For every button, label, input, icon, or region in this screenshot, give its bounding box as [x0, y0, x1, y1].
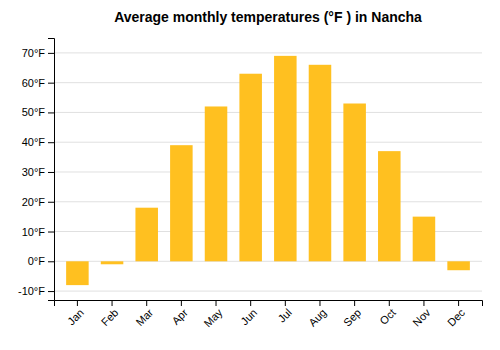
- y-tick: 30°F: [22, 166, 54, 178]
- title: Average monthly temperatures (°F ) in Na…: [114, 9, 422, 25]
- x-tick: Jul: [275, 300, 293, 325]
- x-tick: Feb: [99, 300, 121, 328]
- grid-line: [54, 291, 482, 292]
- grid-line: [54, 52, 482, 53]
- x-tick-label: Jun: [238, 306, 259, 327]
- x-axis: Jan Feb Mar Apr May Jun Jul Aug Sep Oct Nov Dec: [55, 300, 483, 329]
- x-tick: Aug: [306, 300, 328, 329]
- y-tick: 40°F: [22, 136, 54, 148]
- grid-line: [54, 201, 482, 202]
- bar: [170, 145, 193, 261]
- y-tick-label: 0°F: [28, 255, 46, 267]
- y-tick-mark: [48, 202, 54, 203]
- x-tick: Jun: [238, 300, 259, 327]
- x-tick-label: Oct: [377, 306, 398, 327]
- y-tick-mark: [48, 112, 54, 113]
- x-tick: Oct: [377, 300, 398, 327]
- y-tick-label: 40°F: [22, 136, 46, 148]
- x-tick: Apr: [169, 300, 190, 327]
- y-tick-label: 70°F: [22, 47, 46, 59]
- y-tick: 60°F: [22, 77, 54, 89]
- x-tick-label: Dec: [445, 306, 468, 329]
- x-tick-mark: [354, 300, 355, 306]
- x-tick-mark: [458, 300, 459, 306]
- x-tick-label: Feb: [99, 306, 121, 328]
- bar: [343, 104, 366, 262]
- x-tick-mark: [146, 300, 147, 306]
- bar: [413, 217, 436, 262]
- x-tick-label: Aug: [306, 306, 328, 328]
- x-tick-label: Apr: [169, 306, 190, 327]
- bar: [205, 106, 228, 261]
- x-tick: Jan: [65, 300, 86, 327]
- x-tick-mark: [181, 300, 182, 306]
- grid-line: [54, 142, 482, 143]
- y-tick-label: 30°F: [22, 166, 46, 178]
- x-tick-mark: [77, 300, 78, 306]
- x-tick-mark: [112, 300, 113, 306]
- x-tick-mark: [216, 300, 217, 306]
- x-tick: May: [201, 300, 225, 329]
- y-tick: -10°F: [18, 285, 54, 297]
- chart: -10°F 0°F 10°F 20°F 30°F 40°F 50°F 60°F 70°F Jan F…: [0, 0, 500, 350]
- y-tick-label: 10°F: [22, 226, 46, 238]
- y-tick-mark: [48, 261, 54, 262]
- grid-line: [54, 82, 482, 83]
- y-axis-line: [48, 39, 55, 301]
- x-tick-mark: [319, 300, 320, 306]
- bars: [66, 56, 470, 285]
- y-tick: 10°F: [22, 226, 54, 238]
- x-tick-mark: [389, 300, 390, 306]
- bar: [274, 56, 297, 261]
- y-tick-label: 20°F: [22, 196, 46, 208]
- bar: [447, 261, 470, 270]
- y-tick-mark: [48, 53, 54, 54]
- x-tick-mark: [423, 300, 424, 306]
- x-tick-mark: [285, 300, 286, 306]
- y-tick-mark: [48, 291, 54, 292]
- bar: [309, 65, 332, 262]
- y-axis: -10°F 0°F 10°F 20°F 30°F 40°F 50°F 60°F 70°F: [18, 39, 55, 301]
- x-tick-label: Mar: [133, 306, 155, 328]
- bar: [101, 261, 124, 264]
- y-tick: 70°F: [22, 47, 54, 59]
- bar: [239, 74, 262, 262]
- y-tick-mark: [48, 232, 54, 233]
- x-tick-label: Jan: [65, 306, 86, 327]
- y-tick: 0°F: [28, 255, 54, 267]
- x-tick: Nov: [410, 300, 433, 329]
- grid: [54, 53, 482, 291]
- x-tick: Sep: [341, 300, 363, 329]
- y-tick-mark: [48, 83, 54, 84]
- y-tick-label: 60°F: [22, 77, 46, 89]
- y-tick: 20°F: [22, 196, 54, 208]
- y-tick-label: 50°F: [22, 106, 46, 118]
- x-tick: Mar: [133, 300, 155, 328]
- x-tick-label: Jul: [275, 306, 293, 324]
- y-tick-mark: [48, 172, 54, 173]
- y-tick-mark: [48, 142, 54, 143]
- grid-line: [54, 112, 482, 113]
- x-tick-label: May: [201, 306, 225, 330]
- bar: [66, 261, 89, 285]
- x-tick-label: Sep: [341, 306, 363, 328]
- bar: [378, 151, 401, 261]
- x-axis-line: [55, 301, 483, 307]
- bar: [135, 208, 158, 262]
- grid-line: [54, 171, 482, 172]
- x-tick: Dec: [445, 300, 468, 329]
- y-tick: 50°F: [22, 106, 54, 118]
- x-tick-label: Nov: [410, 306, 433, 329]
- y-tick-label: -10°F: [18, 285, 45, 297]
- x-tick-mark: [250, 300, 251, 306]
